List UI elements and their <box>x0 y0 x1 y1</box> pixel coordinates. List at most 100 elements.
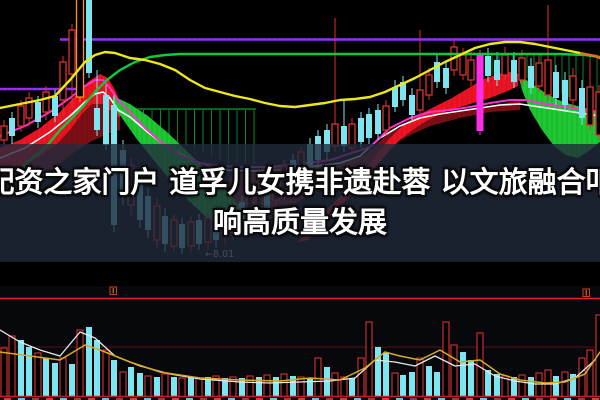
candle-body <box>68 29 76 75</box>
volume-bar <box>102 349 110 398</box>
candle-body <box>511 60 517 82</box>
volume-bar <box>18 340 24 397</box>
candle-body <box>501 54 509 76</box>
volume-bar <box>161 373 169 398</box>
candle-body <box>9 118 15 136</box>
candle-body <box>494 60 500 80</box>
volume-bar <box>119 371 127 398</box>
candle-body <box>579 88 585 118</box>
candle-body <box>42 91 50 113</box>
candle-body <box>409 95 415 115</box>
candle-body <box>35 102 41 122</box>
volume-bar <box>442 321 450 398</box>
candle-body <box>562 80 568 105</box>
candle-body <box>416 89 424 111</box>
volume-bar <box>188 377 194 397</box>
candle-body <box>443 68 449 88</box>
candle-body <box>75 0 85 98</box>
candle-body <box>52 96 58 116</box>
volume-bar <box>570 374 576 397</box>
candle-body <box>544 59 552 96</box>
candle-body <box>535 62 543 87</box>
volume-bar <box>375 347 381 397</box>
volume-bar <box>434 372 440 397</box>
headline-line-2: 响高质量发展 <box>212 205 387 239</box>
candle-body <box>434 62 440 82</box>
candle-body <box>595 91 600 136</box>
volume-bar <box>307 378 313 397</box>
candle-body <box>86 0 92 73</box>
volume-bar <box>94 340 100 397</box>
volume-bar <box>494 374 500 397</box>
candle-body <box>366 114 372 138</box>
candle-body <box>476 55 484 131</box>
headline-line-1: 配资之家门户 道孚儿女携非遗赴蓉 以文旅融合叩 <box>0 165 600 200</box>
candle-body <box>400 82 406 100</box>
volume-bar <box>76 329 84 398</box>
candle-body <box>382 105 390 131</box>
candle-body <box>425 74 433 96</box>
volume-bar <box>69 364 75 397</box>
volume-bar <box>468 360 474 397</box>
volume-bar <box>553 376 559 397</box>
volume-bar <box>195 377 203 398</box>
volume-bar <box>426 366 432 397</box>
volume-bar <box>205 377 211 397</box>
volume-bar <box>34 352 42 398</box>
volume-bar <box>314 357 322 398</box>
volume-bar <box>578 357 586 398</box>
volume-bar <box>290 376 296 397</box>
candle-body <box>358 118 364 142</box>
signal-marker-icon <box>109 286 117 295</box>
volume-bar <box>26 347 32 397</box>
volume-bar <box>246 375 254 398</box>
volume-bar <box>222 378 228 397</box>
volume-bar <box>43 358 49 397</box>
volume-bar <box>518 374 526 398</box>
volume-bar <box>144 375 152 398</box>
candle-body <box>103 95 109 145</box>
volume-bar <box>154 377 160 397</box>
volume-bar <box>256 377 262 397</box>
candle-body <box>25 97 33 119</box>
volume-bar <box>400 375 406 397</box>
signal-marker-icon <box>582 288 590 297</box>
volume-bar <box>511 377 517 397</box>
candle-body <box>553 72 559 98</box>
candle-body <box>0 125 8 141</box>
volume-bar <box>171 377 177 397</box>
volume-bar <box>52 363 58 397</box>
volume-bar <box>280 373 288 398</box>
volume-bar <box>485 370 491 397</box>
volume-bar <box>59 357 67 398</box>
candle-body <box>467 59 475 81</box>
candle-body <box>324 130 330 152</box>
volume-bar <box>178 377 186 398</box>
volume-bar <box>86 327 92 397</box>
volume-bar <box>128 367 134 397</box>
headline-overlay: 配资之家门户 道孚儿女携非遗赴蓉 以文旅融合叩 响高质量发展 <box>0 144 600 262</box>
volume-bar <box>137 373 143 397</box>
candle-body <box>331 123 339 147</box>
volume-bar <box>239 378 245 397</box>
volume-bar <box>273 377 279 397</box>
volume-bar <box>409 372 415 397</box>
volume-bar <box>111 360 117 397</box>
volume-bar <box>365 321 373 398</box>
candle-body <box>17 105 25 127</box>
volume-bar <box>476 332 484 398</box>
volume-bar <box>0 347 8 398</box>
volume-bar <box>8 335 16 398</box>
volume-bar <box>349 378 355 397</box>
candle-body <box>528 66 534 88</box>
candle-body <box>94 108 100 130</box>
candle-body <box>518 57 526 81</box>
candle-body <box>392 87 398 107</box>
volume-bar <box>297 376 305 398</box>
volume-bar <box>357 357 365 398</box>
candle-body <box>375 110 381 134</box>
volume-bar <box>383 353 389 397</box>
volume-bar <box>263 374 271 398</box>
volume-bar <box>535 372 543 398</box>
